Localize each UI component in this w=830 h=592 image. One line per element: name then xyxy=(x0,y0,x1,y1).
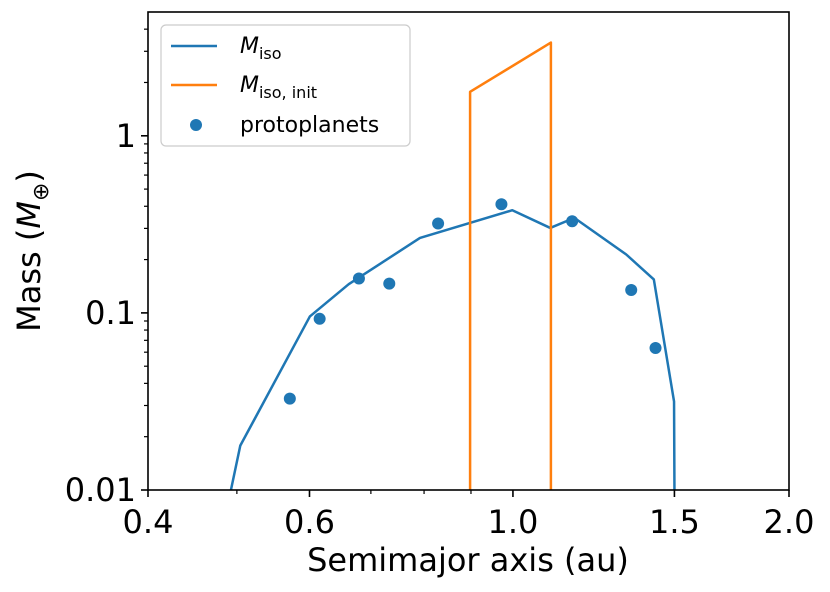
data-point-protoplanets xyxy=(383,277,396,290)
x-tick-label: 2.0 xyxy=(764,503,815,541)
data-point-protoplanets xyxy=(432,217,445,230)
legend-label-m-iso-init-sub: iso, init xyxy=(259,83,317,102)
data-point-protoplanets xyxy=(649,341,662,354)
x-tick-label: 1.0 xyxy=(487,503,538,541)
data-point-protoplanets xyxy=(566,215,579,228)
legend-label-m-iso-init: Miso, init xyxy=(240,73,317,102)
data-point-protoplanets xyxy=(352,272,365,285)
legend-box xyxy=(160,24,411,147)
ticks-layer: 0.4 0.6 1.0 1.5 2.0 0.01 0.1 1 xyxy=(65,28,815,541)
legend-label-m-iso: Miso xyxy=(240,34,282,63)
data-point-protoplanets xyxy=(283,392,296,405)
legend: Miso Miso, init protoplanets xyxy=(160,24,411,147)
y-tick-label: 0.01 xyxy=(65,471,136,509)
y-axis-label-subscript: ⊕ xyxy=(29,183,54,201)
y-tick-label: 1 xyxy=(116,117,136,155)
x-tick-label: 0.4 xyxy=(123,503,174,541)
legend-label-m-iso-sub: iso xyxy=(259,44,282,63)
y-tick-label: 0.1 xyxy=(85,294,136,332)
y-axis-label-prefix: Mass ( xyxy=(10,229,48,332)
legend-label-protoplanets: protoplanets xyxy=(240,113,379,138)
x-axis-label: Semimajor axis (au) xyxy=(307,541,629,579)
data-point-protoplanets xyxy=(625,283,638,296)
data-point-protoplanets xyxy=(313,312,326,325)
data-point-protoplanets xyxy=(495,198,508,211)
series-line-m-iso xyxy=(229,208,676,490)
legend-label-m-iso-main: M xyxy=(240,34,259,59)
x-tick-label: 0.6 xyxy=(284,503,335,541)
y-axis-label-suffix: ) xyxy=(10,170,48,182)
legend-marker-protoplanets xyxy=(190,119,202,131)
series-layer xyxy=(229,41,676,490)
series-line-m-iso-init xyxy=(468,41,553,490)
legend-label-m-iso-init-main: M xyxy=(240,73,259,98)
y-axis-label: Mass (M⊕) xyxy=(10,170,54,332)
x-tick-label: 1.5 xyxy=(649,503,700,541)
y-axis-label-symbol: M xyxy=(10,201,48,229)
plot-frame xyxy=(147,11,790,491)
